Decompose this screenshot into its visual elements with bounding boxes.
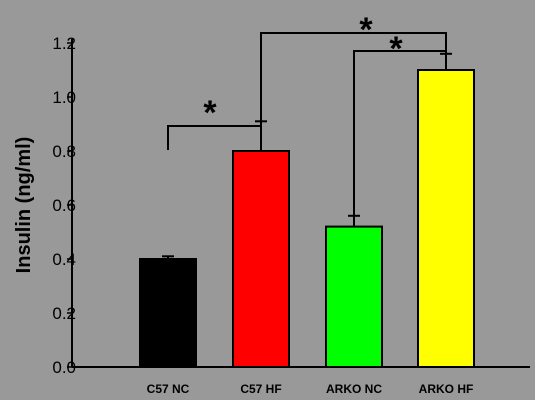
y-axis-title: Insulin (ng/ml): [13, 137, 35, 274]
y-tick-label: 0.8: [52, 142, 76, 161]
bar: [417, 69, 475, 368]
bar: [139, 258, 197, 368]
significance-bracket: [260, 32, 447, 144]
significance-star: *: [389, 30, 403, 68]
category-label: ARKO HF: [419, 382, 474, 396]
y-tick-label: 1.0: [52, 88, 76, 107]
bar: [325, 225, 383, 368]
significance-star: *: [359, 11, 373, 49]
significance-star: *: [203, 94, 217, 132]
category-label: ARKO NC: [326, 382, 382, 396]
y-tick-label: 0.2: [52, 304, 76, 323]
significance-brackets: * * *: [167, 11, 447, 215]
bar: [232, 150, 290, 368]
y-tick-label: 0.4: [52, 250, 76, 269]
y-tick-label: 0.6: [52, 196, 76, 215]
category-label: C57 HF: [240, 382, 281, 396]
bars: C57 NC C57 HF ARKO NC ARKO HF: [139, 52, 475, 396]
y-tick-label: 1.2: [52, 34, 76, 53]
y-tick-label: 0.0: [52, 358, 76, 377]
category-label: C57 NC: [147, 382, 190, 396]
